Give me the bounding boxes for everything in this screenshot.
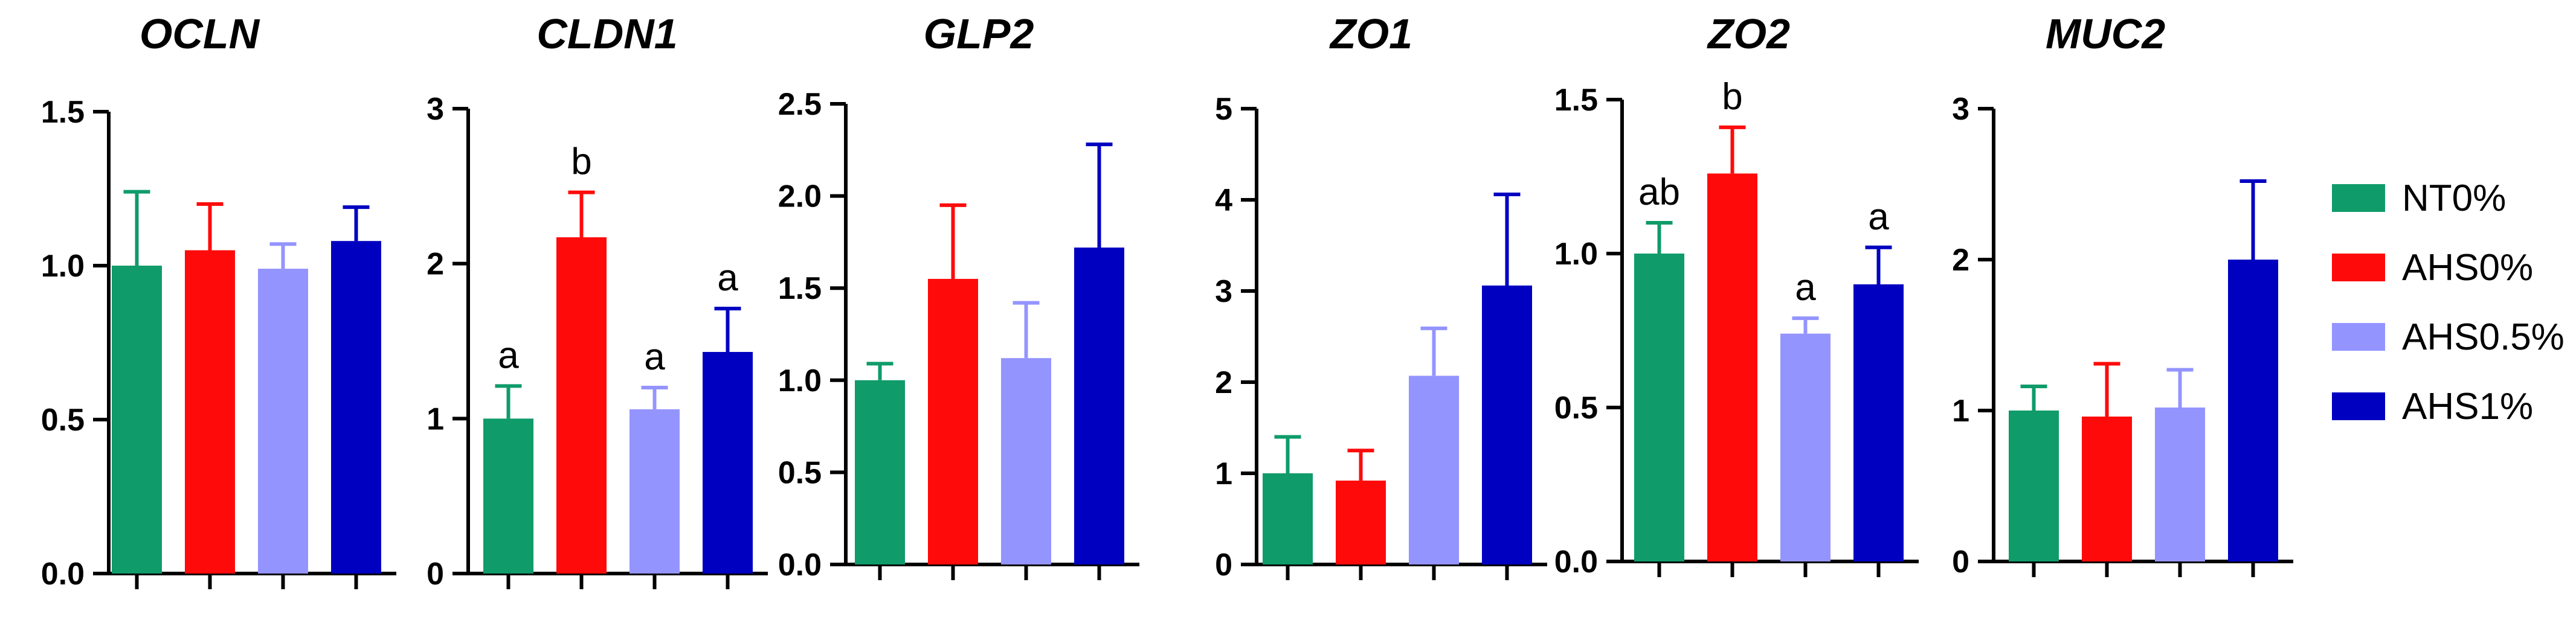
panel-title: CLDN1 [536, 10, 677, 57]
y-tick-label: 0 [1215, 548, 1232, 583]
bar-ahs0 [1707, 173, 1757, 561]
y-tick-label: 1.5 [41, 95, 85, 130]
bar-ahs0 [2082, 417, 2132, 561]
significance-label: b [571, 141, 591, 183]
legend-swatch [2332, 323, 2385, 351]
y-tick-label: 1.5 [1554, 83, 1598, 118]
bar-ahs0.5 [258, 269, 308, 574]
legend-label: AHS1% [2402, 386, 2533, 427]
bar-ahs1 [1074, 248, 1124, 564]
y-tick-label: 1.5 [778, 271, 822, 306]
y-tick-label: 0.5 [778, 455, 822, 490]
significance-label: ab [1638, 171, 1680, 213]
y-tick-label: 0 [427, 557, 444, 592]
y-tick-label: 0.0 [41, 557, 85, 592]
y-tick-label: 0.0 [778, 548, 822, 583]
legend-label: AHS0% [2402, 247, 2533, 289]
y-tick-label: 2 [427, 247, 444, 282]
bar-nt0 [855, 380, 905, 564]
panel-title: GLP2 [924, 10, 1034, 57]
y-tick-label: 1.0 [1554, 237, 1598, 272]
y-tick-label: 2.5 [778, 87, 822, 122]
y-tick-label: 2 [1952, 243, 1969, 278]
significance-label: a [644, 336, 665, 378]
y-tick-label: 2.0 [778, 179, 822, 214]
y-tick-label: 1.0 [778, 363, 822, 398]
legend-swatch [2332, 254, 2385, 281]
bar-nt0 [2009, 411, 2059, 561]
y-tick-label: 1 [1952, 394, 1969, 429]
y-tick-label: 0.5 [1554, 391, 1598, 426]
panel-glp2: GLP2 0.0 0.5 1.0 1.5 2.0 2.5 [778, 10, 1139, 583]
y-tick-label: 2 [1215, 365, 1232, 400]
panel-ocln: OCLN 0.0 0.5 1.0 1.5 [41, 10, 396, 592]
y-tick-label: 0.0 [1554, 545, 1598, 580]
y-tick-label: 1 [427, 401, 444, 436]
bar-ahs0 [556, 237, 607, 574]
legend: NT0% AHS0% AHS0.5% AHS1% [2332, 177, 2565, 427]
significance-label: a [1795, 267, 1816, 308]
panel-title: ZO2 [1707, 10, 1790, 57]
bar-ahs1 [703, 351, 753, 574]
panel-title: OCLN [140, 10, 260, 57]
panel-title: MUC2 [2046, 10, 2165, 57]
legend-label: NT0% [2402, 177, 2506, 219]
bar-ahs0.5 [1001, 358, 1051, 564]
panel-cldn1: CLDN1 0 1 2 3 a b a a [427, 10, 768, 592]
significance-label: a [1868, 196, 1889, 238]
bar-ahs1 [331, 241, 381, 574]
significance-label: a [498, 334, 519, 376]
bar-ahs1 [1853, 284, 1904, 561]
bar-ahs0.5 [1409, 376, 1459, 564]
panel-muc2: MUC2 0 1 2 3 [1952, 10, 2293, 580]
bar-nt0 [1634, 254, 1684, 561]
y-tick-label: 0.5 [41, 403, 85, 438]
y-tick-label: 5 [1215, 92, 1232, 127]
bar-nt0 [112, 266, 162, 574]
significance-label: a [717, 257, 738, 299]
y-tick-label: 1 [1215, 456, 1232, 491]
significance-label: b [1722, 76, 1742, 118]
bar-ahs0 [1336, 481, 1386, 564]
panel-zo1: ZO1 0 1 2 3 4 5 [1215, 10, 1547, 583]
bar-ahs0.5 [630, 409, 680, 574]
y-tick-label: 0 [1952, 545, 1969, 580]
y-tick-label: 1.0 [41, 249, 85, 284]
legend-swatch [2332, 392, 2385, 420]
bar-ahs1 [1482, 285, 1532, 564]
y-tick-label: 3 [427, 92, 444, 127]
bar-ahs0.5 [1780, 333, 1831, 561]
panel-zo2: ZO2 0.0 0.5 1.0 1.5 ab b a a [1554, 10, 1919, 580]
bar-ahs0.5 [2155, 408, 2205, 561]
bar-nt0 [1263, 473, 1313, 564]
bar-nt0 [483, 418, 533, 574]
y-tick-label: 4 [1215, 183, 1232, 218]
bar-ahs0 [928, 278, 978, 564]
bar-ahs0 [185, 250, 235, 574]
y-tick-label: 3 [1215, 274, 1232, 309]
y-tick-label: 3 [1952, 92, 1969, 127]
panel-title: ZO1 [1329, 10, 1412, 57]
bar-ahs1 [2228, 260, 2278, 561]
legend-swatch [2332, 184, 2385, 212]
legend-label: AHS0.5% [2402, 316, 2565, 358]
